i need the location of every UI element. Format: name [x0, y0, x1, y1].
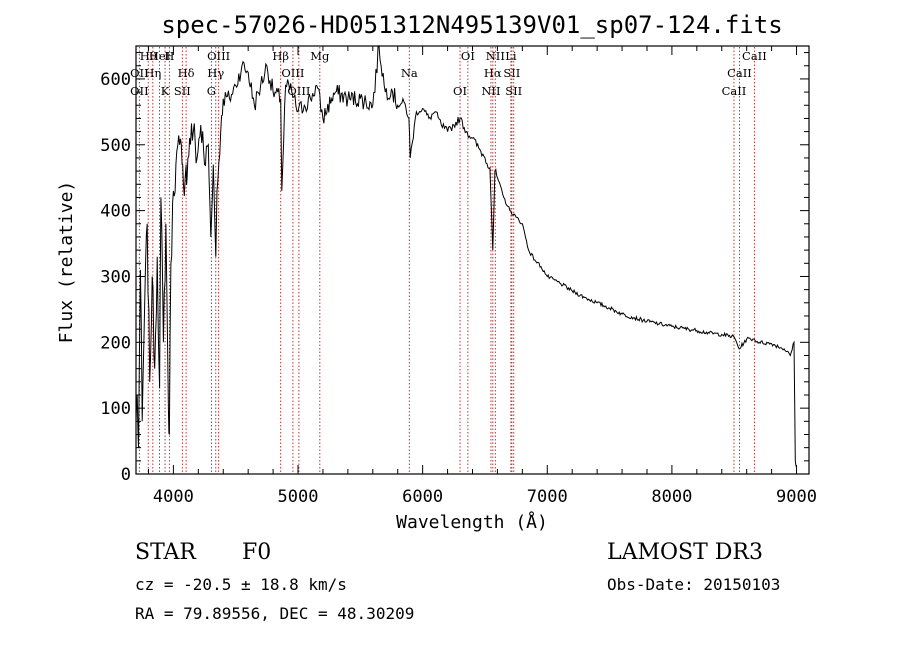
- line-marker-label: OI: [453, 84, 467, 98]
- line-marker-label: Hα: [484, 66, 502, 80]
- x-tick-label: 9000: [776, 487, 817, 507]
- x-tick-label: 6000: [402, 487, 443, 507]
- spectrum-line: [135, 45, 797, 468]
- x-tick-label: 4000: [153, 487, 194, 507]
- line-marker-label: K: [161, 84, 170, 98]
- y-tick-label: 400: [100, 202, 131, 222]
- line-marker-label: SII: [174, 84, 191, 98]
- line-marker-label: Mg: [310, 49, 330, 63]
- line-marker-label: NII: [486, 49, 505, 63]
- y-tick-label: 300: [100, 267, 131, 287]
- object-class: STAR: [135, 540, 197, 565]
- line-marker-label: SII: [503, 66, 520, 80]
- y-tick-label: 0: [121, 465, 131, 485]
- line-marker-label: OIII: [287, 84, 310, 98]
- coordinates: RA = 79.89556, DEC = 48.30209: [135, 604, 414, 623]
- line-marker-label: CaII: [727, 66, 752, 80]
- y-tick-label: 500: [100, 136, 131, 156]
- line-marker-label: Hβ: [272, 49, 289, 63]
- line-marker-label: OII: [130, 66, 149, 80]
- line-marker-label: Hγ: [207, 66, 224, 80]
- y-tick-label: 600: [100, 70, 131, 90]
- line-marker-label: Na: [401, 66, 418, 80]
- x-axis-label: Wavelength (Å): [396, 511, 548, 533]
- line-marker-label: SII: [505, 84, 522, 98]
- plot-frame: [135, 45, 810, 475]
- line-marker-label: Hδ: [178, 66, 195, 80]
- y-axis-label: Flux (relative): [56, 181, 77, 344]
- y-tick-label: 100: [100, 399, 131, 419]
- obs-date: Obs-Date: 20150103: [607, 575, 780, 594]
- axis-ticks: 4000 5000 6000 7000 8000 9000 0 100 200 300 400 500…: [100, 46, 817, 507]
- spectral-subclass: F0: [242, 540, 271, 565]
- line-marker-label: Hη: [144, 66, 161, 80]
- line-marker-label: OIII: [281, 66, 304, 80]
- line-marker-label: Li: [505, 49, 517, 63]
- x-tick-label: 5000: [278, 487, 319, 507]
- line-marker-label: NII: [481, 84, 500, 98]
- chart-title: spec-57026-HD051312N495139V01_sp07-124.f…: [161, 11, 782, 39]
- line-marker-label: OII: [130, 84, 149, 98]
- line-marker-label: G: [207, 84, 216, 98]
- line-marker-label: H: [164, 49, 174, 63]
- line-marker-label: CaII: [722, 84, 747, 98]
- redshift-text: cz = -20.5 ± 18.8 km/s: [135, 575, 347, 594]
- line-marker-layer: HθOIIOIIHeIHηKHHδSIIOIIIHγGHβOIIIOIIIMgN…: [130, 47, 767, 473]
- line-marker-label: HeI: [149, 49, 170, 63]
- spectrum-layer: [135, 45, 797, 468]
- x-tick-label: 8000: [651, 487, 692, 507]
- line-marker-label: OIII: [207, 49, 230, 63]
- x-tick-label: 7000: [527, 487, 568, 507]
- survey-name: LAMOST DR3: [607, 540, 763, 565]
- y-tick-label: 200: [100, 333, 131, 353]
- line-marker-label: OI: [461, 49, 475, 63]
- line-marker-label: Hθ: [140, 49, 157, 63]
- line-marker-label: CaII: [742, 49, 767, 63]
